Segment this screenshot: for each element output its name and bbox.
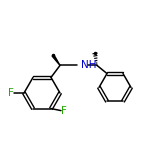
Text: NH: NH [81, 60, 97, 70]
Polygon shape [52, 55, 60, 65]
Text: F: F [61, 106, 67, 116]
Text: F: F [8, 88, 14, 98]
